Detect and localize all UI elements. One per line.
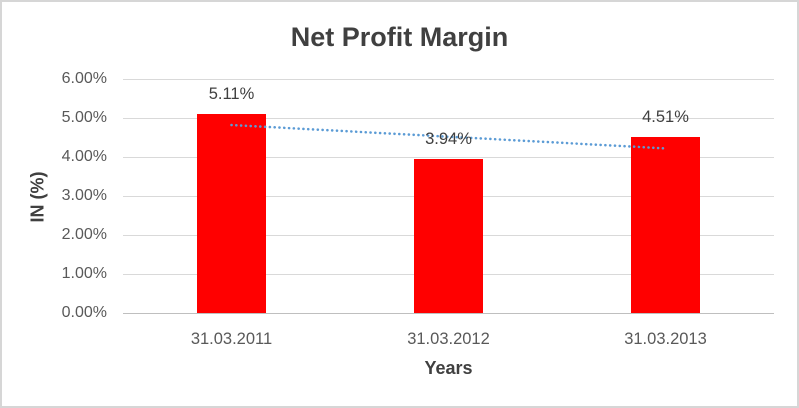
bar-value-label: 5.11% [208,84,255,103]
x-tick-label: 31.03.2011 [190,330,273,348]
y-tick-label: 5.00% [61,109,107,126]
bar-31.03.2011 [197,113,266,313]
y-tick-label: 1.00% [61,265,107,282]
y-tick-label: 4.00% [61,148,107,165]
y-tick-label: 2.00% [61,226,107,243]
x-axis-line [123,313,774,314]
gridline [123,79,774,80]
gridline [123,157,774,158]
gridline [123,118,774,119]
bar-value-label: 4.51% [642,108,689,127]
y-tick-label: 0.00% [61,304,107,321]
y-tick-label: 3.00% [61,187,107,204]
y-tick-label: 6.00% [61,70,107,87]
x-tick-label: 31.03.2012 [407,330,490,348]
x-tick-label: 31.03.2013 [624,330,707,348]
bar-value-label: 3.94% [425,130,472,149]
bar-31.03.2013 [631,137,700,313]
bar-31.03.2012 [414,159,483,313]
chart-title: Net Profit Margin [290,22,509,52]
x-axis-title: Years [424,358,473,378]
y-axis-title: IN (%) [27,171,48,223]
